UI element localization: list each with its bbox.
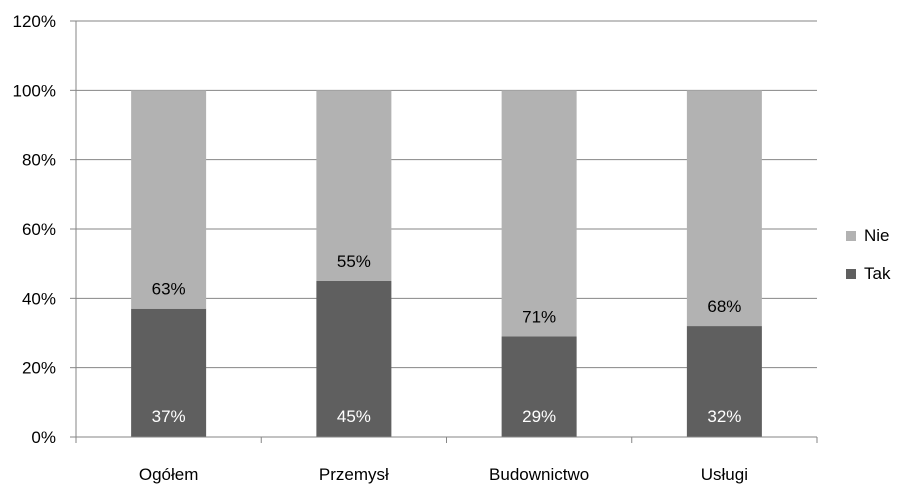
bar-tak xyxy=(686,326,762,437)
data-label-nie: 68% xyxy=(707,297,741,316)
x-category-label: Ogółem xyxy=(139,465,199,484)
bar-tak xyxy=(131,308,207,437)
bar-nie xyxy=(501,90,577,337)
data-label-tak: 29% xyxy=(522,407,556,426)
y-tick-label: 120% xyxy=(13,12,56,31)
y-tick-label: 80% xyxy=(22,151,56,170)
data-label-nie: 63% xyxy=(152,280,186,299)
y-tick-label: 60% xyxy=(22,220,56,239)
bar-nie xyxy=(686,90,762,327)
bar-tak xyxy=(316,281,392,437)
data-label-tak: 45% xyxy=(337,407,371,426)
legend-label-nie: Nie xyxy=(864,226,890,245)
y-tick-label: 40% xyxy=(22,289,56,308)
x-category-label: Usługi xyxy=(701,465,748,484)
bars xyxy=(131,90,762,437)
data-label-tak: 37% xyxy=(152,407,186,426)
y-tick-label: 20% xyxy=(22,359,56,378)
legend-label-tak: Tak xyxy=(864,264,891,283)
legend-swatch-nie xyxy=(846,231,856,241)
bar-nie xyxy=(316,90,392,281)
data-label-nie: 71% xyxy=(522,307,556,326)
x-category-label: Przemysł xyxy=(319,465,389,484)
y-tick-label: 0% xyxy=(31,428,56,447)
data-label-nie: 55% xyxy=(337,252,371,271)
data-labels: 37% 63% 45% 55% 29% 71% 32% 68% xyxy=(152,252,742,426)
y-tick-label: 100% xyxy=(13,81,56,100)
data-label-tak: 32% xyxy=(707,407,741,426)
x-category-label: Budownictwo xyxy=(489,465,589,484)
bar-nie xyxy=(131,90,207,309)
legend: Nie Tak xyxy=(846,226,891,283)
legend-swatch-tak xyxy=(846,269,856,279)
bar-tak xyxy=(501,336,577,437)
axes: 0% 20% 40% 60% 80% 100% 120% Ogółem Przemysł Budo… xyxy=(13,12,818,484)
